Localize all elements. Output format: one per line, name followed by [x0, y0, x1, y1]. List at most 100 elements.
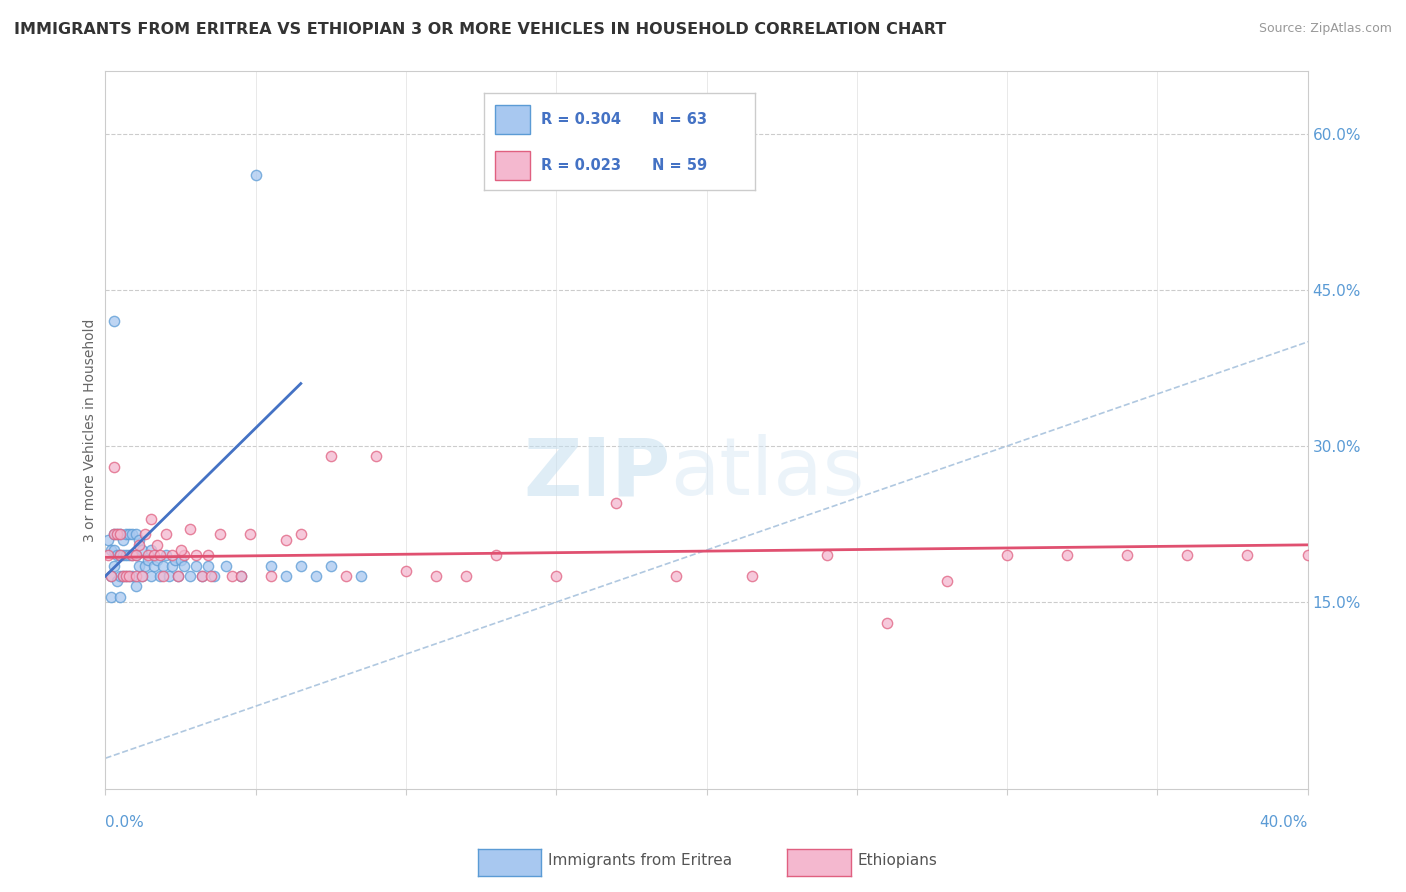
Point [107, 548, 129, 563]
Text: 0.0%: 0.0% [105, 815, 145, 830]
Point [197, 558, 219, 573]
Point [131, 543, 153, 558]
Text: IMMIGRANTS FROM ERITREA VS ETHIOPIAN 3 OR MORE VEHICLES IN HOUSEHOLD CORRELATION: IMMIGRANTS FROM ERITREA VS ETHIOPIAN 3 O… [14, 22, 946, 37]
Point [121, 548, 143, 563]
Point [163, 553, 186, 567]
Point [319, 450, 342, 464]
Point [166, 569, 188, 583]
Point [319, 558, 342, 573]
Point [110, 548, 132, 563]
Point [110, 527, 132, 541]
Point [128, 558, 150, 573]
Point [103, 527, 125, 541]
Point [665, 569, 688, 583]
Y-axis label: 3 or more Vehicles in Household: 3 or more Vehicles in Household [83, 318, 97, 542]
Point [139, 543, 162, 558]
Text: N = 59: N = 59 [652, 158, 707, 173]
Point [115, 527, 138, 541]
Point [546, 569, 568, 583]
Point [1296, 548, 1319, 563]
Point [145, 553, 167, 567]
Point [229, 569, 252, 583]
Point [202, 569, 225, 583]
Point [229, 569, 252, 583]
Point [145, 538, 167, 552]
Point [142, 558, 165, 573]
Point [152, 569, 174, 583]
Point [364, 450, 387, 464]
Text: R = 0.023: R = 0.023 [541, 158, 621, 173]
Point [395, 564, 418, 578]
Point [605, 496, 627, 510]
Point [200, 569, 222, 583]
Point [157, 569, 180, 583]
Point [148, 569, 170, 583]
Point [290, 558, 312, 573]
Point [335, 569, 357, 583]
Point [260, 569, 283, 583]
Point [124, 548, 146, 563]
Point [118, 548, 141, 563]
Point [1056, 548, 1078, 563]
Point [139, 512, 162, 526]
Point [97, 548, 120, 563]
Point [100, 590, 122, 604]
Point [260, 558, 283, 573]
Bar [495, 104, 530, 134]
Point [124, 527, 146, 541]
Bar [495, 151, 530, 180]
Point [184, 558, 207, 573]
Point [97, 533, 120, 547]
Point [166, 569, 188, 583]
Point [179, 522, 201, 536]
Point [1236, 548, 1258, 563]
Point [107, 527, 129, 541]
Point [110, 527, 132, 541]
Point [131, 569, 153, 583]
Point [876, 615, 898, 630]
Point [190, 569, 212, 583]
Point [197, 548, 219, 563]
Point [112, 548, 135, 563]
Point [184, 548, 207, 563]
Point [134, 527, 156, 541]
Point [112, 569, 135, 583]
Point [118, 527, 141, 541]
Point [121, 569, 143, 583]
Point [124, 548, 146, 563]
Point [815, 548, 838, 563]
Point [152, 558, 174, 573]
Point [136, 548, 159, 563]
Point [139, 569, 162, 583]
Point [124, 569, 146, 583]
Text: atlas: atlas [671, 434, 865, 513]
Point [131, 569, 153, 583]
Point [741, 569, 763, 583]
Point [239, 527, 262, 541]
Point [103, 314, 125, 328]
Text: R = 0.304: R = 0.304 [541, 112, 621, 127]
Point [121, 527, 143, 541]
Point [115, 569, 138, 583]
Point [100, 543, 122, 558]
Point [179, 569, 201, 583]
Text: Ethiopians: Ethiopians [858, 854, 938, 868]
Point [103, 543, 125, 558]
Point [155, 548, 177, 563]
Text: ZIP: ZIP [523, 434, 671, 513]
Point [107, 527, 129, 541]
Point [305, 569, 328, 583]
Point [190, 569, 212, 583]
Point [115, 569, 138, 583]
Point [274, 569, 297, 583]
Point [103, 459, 125, 474]
Point [112, 533, 135, 547]
Point [136, 553, 159, 567]
Point [155, 527, 177, 541]
Point [110, 569, 132, 583]
Point [350, 569, 373, 583]
Point [112, 569, 135, 583]
Point [274, 533, 297, 547]
Point [128, 533, 150, 547]
Point [245, 169, 267, 183]
